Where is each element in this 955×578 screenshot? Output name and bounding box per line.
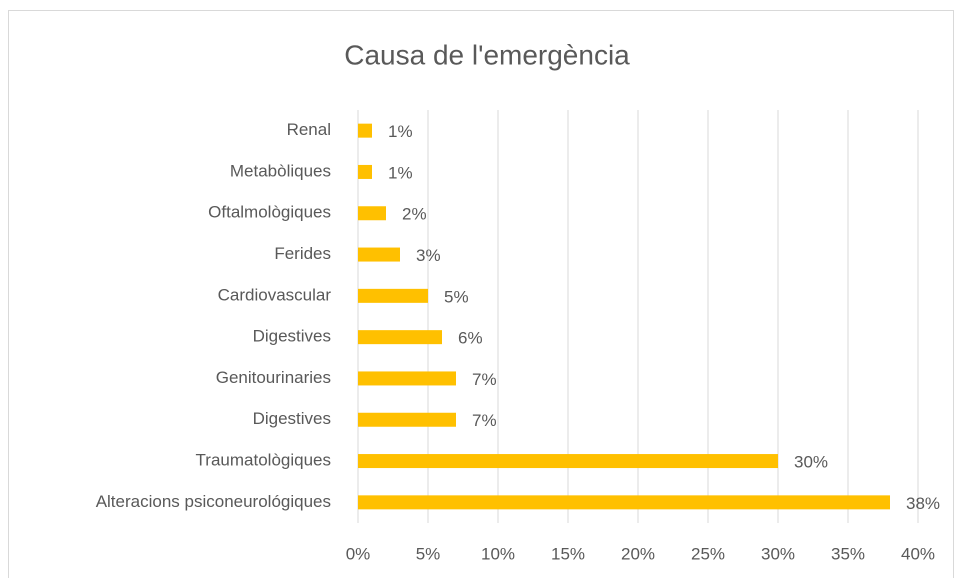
- data-label: 3%: [416, 246, 441, 265]
- data-label: 38%: [906, 494, 940, 513]
- y-tick-label: Metabòliques: [230, 161, 331, 180]
- y-tick-label: Genitourinaries: [216, 368, 331, 387]
- bar: [358, 371, 456, 386]
- data-label: 2%: [402, 205, 427, 224]
- bar: [358, 123, 372, 138]
- bar: [358, 206, 386, 221]
- y-tick-label: Digestives: [253, 409, 331, 428]
- x-tick-label: 0%: [346, 544, 371, 563]
- data-label: 7%: [472, 411, 497, 430]
- chart-border: [8, 10, 954, 578]
- x-tick-label: 10%: [481, 544, 515, 563]
- data-label: 6%: [458, 329, 483, 348]
- bar: [358, 454, 778, 469]
- bar: [358, 330, 442, 345]
- y-tick-label: Renal: [287, 120, 331, 139]
- bar: [358, 412, 456, 427]
- x-tick-label: 15%: [551, 544, 585, 563]
- y-tick-label: Cardiovascular: [218, 285, 332, 304]
- data-label: 5%: [444, 287, 469, 306]
- y-tick-label: Digestives: [253, 327, 331, 346]
- x-tick-label: 35%: [831, 544, 865, 563]
- y-tick-label: Oftalmològiques: [208, 203, 331, 222]
- data-label: 30%: [794, 453, 828, 472]
- x-tick-label: 30%: [761, 544, 795, 563]
- data-label: 1%: [388, 163, 413, 182]
- x-tick-label: 40%: [901, 544, 935, 563]
- bar: [358, 495, 890, 510]
- data-label: 7%: [472, 370, 497, 389]
- data-label: 1%: [388, 122, 413, 141]
- y-tick-label: Alteracions psiconeurológiques: [96, 492, 331, 511]
- x-tick-label: 5%: [416, 544, 441, 563]
- chart-title: Causa de l'emergència: [344, 39, 630, 70]
- y-tick-label: Ferides: [274, 244, 331, 263]
- bar: [358, 247, 400, 262]
- y-tick-label: Traumatològiques: [196, 451, 331, 470]
- x-tick-label: 25%: [691, 544, 725, 563]
- x-tick-label: 20%: [621, 544, 655, 563]
- bar: [358, 164, 372, 179]
- bar: [358, 288, 428, 303]
